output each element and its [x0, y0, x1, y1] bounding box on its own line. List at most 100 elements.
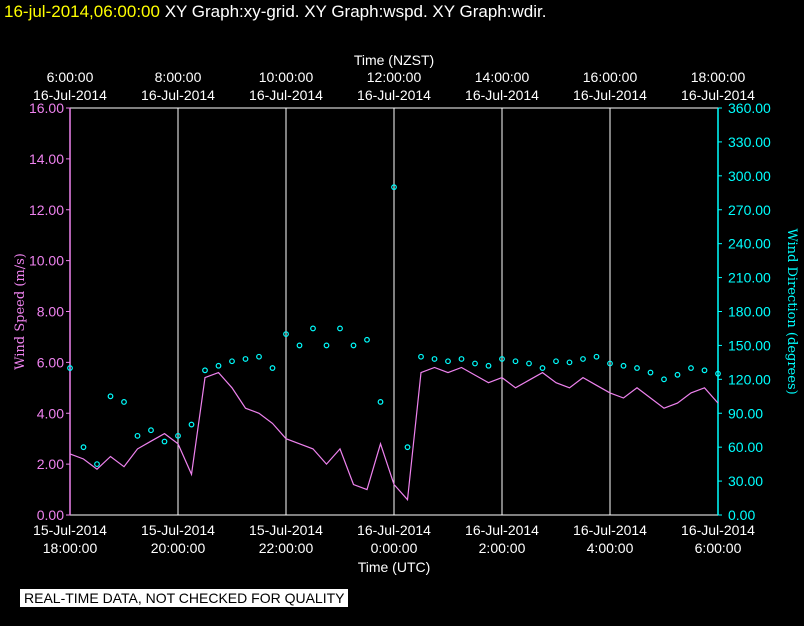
x-tick-label-bottom-time: 18:00:00 [43, 540, 98, 556]
series-point-wdir [647, 369, 654, 376]
series-point-wdir [377, 399, 384, 405]
y-right-tick-label: 90.00 [728, 405, 763, 421]
y-left-tick-label: 16.00 [29, 100, 64, 116]
series-point-wdir [148, 427, 154, 434]
y-left-tick-label: 6.00 [37, 354, 64, 370]
series-point-wdir [202, 367, 208, 374]
series-point-wdir [553, 358, 559, 365]
x-tick-label-bottom-date: 15-Jul-2014 [141, 522, 215, 538]
x-tick-label-top-time: 12:00:00 [367, 69, 422, 85]
y-left-tick-label: 0.00 [37, 507, 64, 523]
series-point-wdir [229, 358, 235, 365]
x-tick-label-bottom-date: 15-Jul-2014 [33, 522, 107, 538]
y-right-tick-label: 210.00 [728, 270, 771, 286]
series-point-wdir [566, 359, 573, 366]
x-tick-label-top-time: 8:00:00 [155, 69, 202, 85]
series-point-wdir [296, 342, 303, 349]
series-point-wdir [418, 353, 424, 360]
series-point-wdir [499, 356, 505, 362]
x-tick-label-top-date: 16-Jul-2014 [465, 87, 539, 103]
series-point-wdir [391, 184, 397, 191]
series-point-wdir [121, 399, 127, 405]
y-right-tick-label: 240.00 [728, 236, 771, 252]
series-point-wdir [715, 370, 721, 377]
x-tick-label-bottom-date: 15-Jul-2014 [249, 522, 323, 538]
timestamp: 16-jul-2014,06:00:00 [4, 2, 160, 21]
y-right-tick-label: 150.00 [728, 337, 771, 353]
x-tick-label-bottom-time: 20:00:00 [151, 540, 206, 556]
series-point-wdir [215, 362, 222, 369]
y-right-tick-label: 30.00 [728, 473, 763, 489]
top-axis-label: Time (NZST) [354, 52, 434, 68]
x-tick-label-top-date: 16-Jul-2014 [573, 87, 647, 103]
x-tick-label-bottom-date: 16-Jul-2014 [681, 522, 755, 538]
series-point-wdir [269, 365, 276, 371]
y-right-tick-label: 180.00 [728, 304, 771, 320]
series-point-wdir [80, 444, 87, 451]
x-tick-label-top-date: 16-Jul-2014 [357, 87, 431, 103]
series-point-wdir [107, 393, 114, 400]
y-right-tick-label: 300.00 [728, 168, 771, 184]
series-point-wdir [175, 432, 181, 439]
y-right-tick-label: 330.00 [728, 134, 771, 150]
series-point-wdir [512, 358, 519, 365]
series-point-wdir [458, 356, 465, 362]
series-point-wdir [256, 353, 262, 360]
x-tick-label-bottom-date: 16-Jul-2014 [357, 522, 431, 538]
series-point-wdir [593, 353, 600, 360]
series-point-wdir [364, 336, 370, 343]
x-tick-label-top-date: 16-Jul-2014 [681, 87, 755, 103]
quality-banner: REAL-TIME DATA, NOT CHECKED FOR QUALITY [20, 589, 349, 607]
x-tick-label-top-date: 16-Jul-2014 [141, 87, 215, 103]
x-tick-label-top-time: 10:00:00 [259, 69, 314, 85]
series-point-wdir [283, 331, 289, 338]
series-point-wdir [94, 461, 100, 468]
series-point-wdir [620, 362, 627, 369]
series-point-wdir [634, 365, 640, 371]
series-point-wdir [67, 365, 73, 371]
y-left-tick-label: 8.00 [37, 304, 64, 320]
bottom-axis-label: Time (UTC) [358, 559, 431, 575]
series-point-wdir [485, 362, 492, 369]
x-tick-label-top-time: 6:00:00 [47, 69, 94, 85]
series-point-wdir [310, 325, 316, 332]
series-point-wdir [674, 371, 681, 378]
series-point-wdir [134, 432, 141, 439]
series-point-wdir [161, 438, 168, 445]
series-point-wdir [323, 342, 330, 349]
x-tick-label-bottom-time: 4:00:00 [587, 540, 634, 556]
x-tick-label-top-time: 16:00:00 [583, 69, 638, 85]
y-left-tick-label: 12.00 [29, 202, 64, 218]
x-tick-label-top-date: 16-Jul-2014 [249, 87, 323, 103]
y-right-tick-label: 60.00 [728, 439, 763, 455]
graph-list: XY Graph:xy-grid. XY Graph:wspd. XY Grap… [164, 2, 547, 21]
y-right-axis-label: Wind Direction (degrees) [784, 228, 799, 394]
y-left-tick-label: 4.00 [37, 405, 64, 421]
x-tick-label-bottom-date: 16-Jul-2014 [573, 522, 647, 538]
x-tick-label-bottom-time: 2:00:00 [479, 540, 526, 556]
y-right-tick-label: 120.00 [728, 371, 771, 387]
x-tick-label-bottom-time: 6:00:00 [695, 540, 742, 556]
y-left-axis-label: Wind Speed (m/s) [13, 253, 28, 370]
x-tick-label-bottom-time: 0:00:00 [371, 540, 418, 556]
series-point-wdir [350, 342, 357, 349]
series-point-wdir [404, 444, 411, 451]
x-tick-label-top-time: 18:00:00 [691, 69, 746, 85]
y-right-tick-label: 0.00 [728, 507, 755, 523]
chart-header: 16-jul-2014,06:00:00 XY Graph:xy-grid. X… [4, 2, 546, 22]
y-left-tick-label: 10.00 [29, 253, 64, 269]
series-line-wspd [69, 366, 719, 502]
x-tick-label-bottom-date: 16-Jul-2014 [465, 522, 539, 538]
series-point-wdir [242, 356, 249, 362]
series-point-wdir [526, 360, 532, 367]
x-tick-label-top-date: 16-Jul-2014 [33, 87, 107, 103]
y-left-tick-label: 14.00 [29, 151, 64, 167]
series-point-wdir [580, 356, 586, 362]
y-right-tick-label: 360.00 [728, 100, 771, 116]
x-tick-label-top-time: 14:00:00 [475, 69, 530, 85]
series-point-wdir [472, 360, 478, 367]
y-right-tick-label: 270.00 [728, 202, 771, 218]
series-point-wdir [539, 365, 546, 371]
series-point-wdir [688, 365, 694, 371]
x-tick-label-bottom-time: 22:00:00 [259, 540, 314, 556]
